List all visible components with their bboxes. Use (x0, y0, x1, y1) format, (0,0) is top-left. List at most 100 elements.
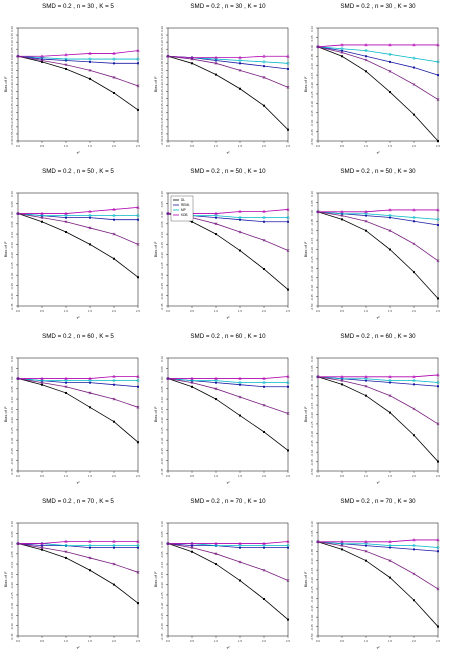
x-tick-label: 1.0 (364, 144, 369, 148)
y-tick-label: -0.20 (10, 417, 14, 424)
y-tick-label: -0.30 (10, 96, 14, 103)
data-point (214, 61, 218, 65)
data-point (88, 226, 92, 230)
data-point (191, 62, 193, 65)
data-point (365, 379, 367, 382)
y-tick-label: 0.15 (160, 33, 164, 39)
chart-title: SMD = 0.2 , n = 70 , K = 30 (340, 498, 416, 505)
y-tick-label: -0.40 (10, 293, 14, 300)
data-point (89, 546, 91, 549)
data-point (340, 379, 344, 383)
x-tick-label: 1.5 (238, 474, 243, 478)
data-point (388, 43, 392, 47)
y-tick-label: -0.30 (160, 272, 164, 279)
x-tick-label: 0.0 (16, 309, 21, 313)
x-axis-label: τ² (77, 315, 81, 320)
data-point (238, 230, 242, 234)
data-point (437, 74, 439, 77)
y-tick-label: -0.10 (160, 561, 164, 568)
y-tick-label: -0.40 (10, 458, 14, 465)
data-point (166, 377, 170, 380)
series-line (318, 374, 439, 378)
data-point (412, 544, 416, 548)
data-point (436, 208, 440, 212)
data-point (388, 379, 392, 383)
y-tick-label: -0.30 (160, 602, 164, 609)
series-line (17, 378, 139, 443)
data-point (137, 546, 139, 549)
series-line (168, 376, 289, 379)
data-point (239, 62, 241, 65)
y-tick-label: -0.40 (160, 110, 164, 117)
data-point (436, 98, 440, 101)
x-tick-label: 0.5 (190, 144, 195, 148)
series-line (167, 55, 289, 130)
y-tick-label: -0.35 (310, 275, 314, 282)
y-tick-label: -0.10 (160, 68, 164, 75)
chart-title: SMD = 0.2 , n = 50 , K = 10 (190, 168, 266, 175)
y-axis-label: Bias of I² (3, 241, 8, 257)
y-tick-label: -0.30 (310, 431, 314, 438)
data-point (262, 76, 266, 79)
data-point (136, 379, 140, 383)
data-point (263, 546, 265, 549)
data-point (190, 381, 194, 385)
x-tick-label: 2.0 (412, 639, 417, 643)
y-tick-label: -0.25 (160, 592, 164, 599)
plot-frame (17, 192, 139, 307)
chart-title: SMD = 0.2 , n = 70 , K = 10 (190, 498, 266, 505)
y-tick-label: -0.20 (160, 252, 164, 259)
chart-title: SMD = 0.2 , n = 60 , K = 30 (340, 333, 416, 340)
series-line (167, 213, 289, 290)
y-tick-label: 0.10 (310, 191, 314, 197)
data-point (16, 54, 20, 58)
y-tick-label: -0.05 (160, 221, 164, 228)
y-tick-label: 0.10 (10, 40, 14, 46)
data-point (136, 214, 140, 218)
y-tick-label: -0.15 (310, 402, 314, 409)
y-tick-label: -0.60 (10, 138, 14, 145)
series-line (167, 55, 288, 59)
x-tick-label: 0.0 (166, 309, 171, 313)
y-tick-label: -0.45 (310, 459, 314, 466)
data-point (137, 602, 139, 605)
x-tick-label: 2.0 (112, 474, 117, 478)
data-point (262, 541, 266, 545)
data-point (263, 430, 265, 433)
data-point (287, 67, 289, 70)
y-tick-label: -0.45 (10, 117, 14, 124)
x-tick-label: 2.5 (136, 474, 141, 478)
x-tick-label: 0.0 (16, 639, 21, 643)
y-tick-label: -0.05 (310, 219, 314, 226)
x-axis-label: τ² (377, 315, 381, 320)
y-tick-label: -0.50 (310, 468, 314, 475)
y-tick-label: 0.10 (160, 521, 164, 527)
data-point (364, 377, 368, 381)
data-point (64, 57, 68, 61)
data-point (340, 544, 344, 548)
y-axis-label: Bias of I² (3, 571, 8, 587)
x-tick-label: 0.5 (40, 309, 45, 313)
series-line (18, 206, 139, 214)
data-point (365, 55, 367, 58)
y-tick-label: -0.40 (310, 614, 314, 621)
data-point (215, 398, 217, 401)
series-line (167, 543, 288, 549)
x-tick-label: 0.0 (316, 639, 321, 643)
data-point (137, 62, 139, 65)
y-tick-label: -0.35 (160, 283, 164, 290)
y-tick-label: 0.05 (160, 531, 164, 537)
data-point (40, 59, 44, 62)
y-tick-label: -0.25 (310, 91, 314, 98)
x-tick-label: 2.5 (286, 639, 291, 643)
y-tick-label: -0.10 (310, 558, 314, 565)
data-point (364, 384, 368, 388)
data-point (412, 407, 416, 411)
data-point (364, 43, 368, 47)
legend-entry: DL (181, 198, 185, 202)
x-tick-label: 0.5 (190, 474, 195, 478)
data-point (137, 276, 139, 279)
x-tick-label: 1.0 (64, 144, 69, 148)
y-tick-label: -0.05 (160, 61, 164, 68)
data-point (436, 217, 440, 221)
